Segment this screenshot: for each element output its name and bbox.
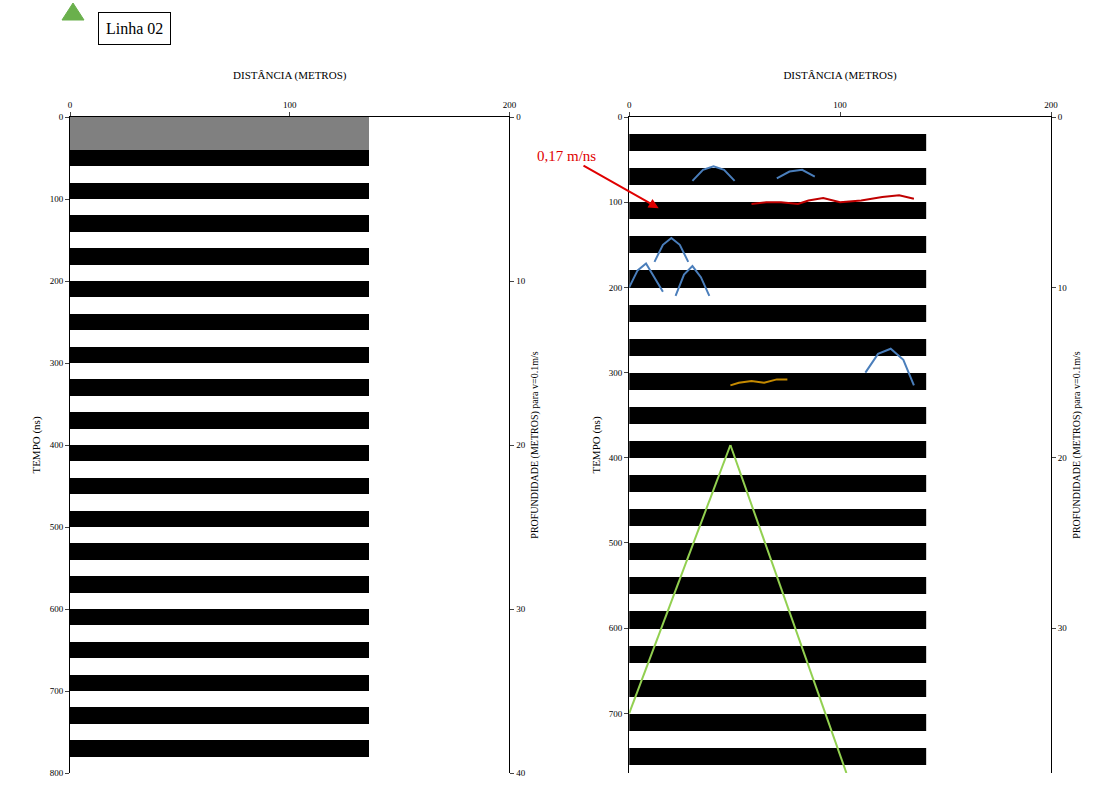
svg-text:TEMPO (ns): TEMPO (ns) — [590, 416, 603, 473]
svg-text:200: 200 — [1044, 100, 1058, 110]
svg-text:PROFUNDIDADE (METROS) para v=0: PROFUNDIDADE (METROS) para v=0.1m/s — [1071, 351, 1083, 538]
svg-text:0: 0 — [59, 112, 64, 122]
svg-text:0: 0 — [516, 112, 521, 122]
svg-text:40: 40 — [516, 768, 526, 778]
svg-text:700: 700 — [609, 709, 623, 719]
svg-text:600: 600 — [609, 623, 623, 633]
svg-text:20: 20 — [516, 440, 526, 450]
svg-text:200: 200 — [50, 276, 64, 286]
svg-text:200: 200 — [503, 100, 517, 110]
svg-text:800: 800 — [50, 768, 64, 778]
svg-text:500: 500 — [50, 522, 64, 532]
svg-text:Linha 02: Linha 02 — [106, 20, 163, 37]
svg-text:300: 300 — [50, 358, 64, 368]
svg-text:0: 0 — [627, 100, 632, 110]
svg-text:TEMPO (ns): TEMPO (ns) — [30, 416, 43, 473]
svg-text:100: 100 — [609, 197, 623, 207]
svg-text:200: 200 — [609, 283, 623, 293]
svg-text:10: 10 — [1058, 283, 1068, 293]
svg-text:PROFUNDIDADE (METROS) para v=0: PROFUNDIDADE (METROS) para v=0.1m/s — [529, 351, 541, 538]
svg-text:0: 0 — [618, 112, 623, 122]
svg-text:100: 100 — [50, 194, 64, 204]
svg-text:100: 100 — [283, 100, 297, 110]
svg-text:600: 600 — [50, 604, 64, 614]
svg-text:30: 30 — [1058, 623, 1068, 633]
svg-text:700: 700 — [50, 686, 64, 696]
svg-text:DISTÂNCIA (METROS): DISTÂNCIA (METROS) — [233, 69, 347, 82]
svg-text:400: 400 — [609, 453, 623, 463]
svg-text:DISTÂNCIA (METROS): DISTÂNCIA (METROS) — [783, 69, 897, 82]
svg-text:0: 0 — [68, 100, 73, 110]
svg-text:500: 500 — [609, 538, 623, 548]
svg-text:0: 0 — [1058, 112, 1063, 122]
svg-text:100: 100 — [833, 100, 847, 110]
svg-text:300: 300 — [609, 368, 623, 378]
svg-text:400: 400 — [50, 440, 64, 450]
svg-text:20: 20 — [1058, 453, 1068, 463]
svg-text:10: 10 — [516, 276, 526, 286]
svg-text:30: 30 — [516, 604, 526, 614]
svg-text:0,17 m/ns: 0,17 m/ns — [537, 148, 596, 164]
